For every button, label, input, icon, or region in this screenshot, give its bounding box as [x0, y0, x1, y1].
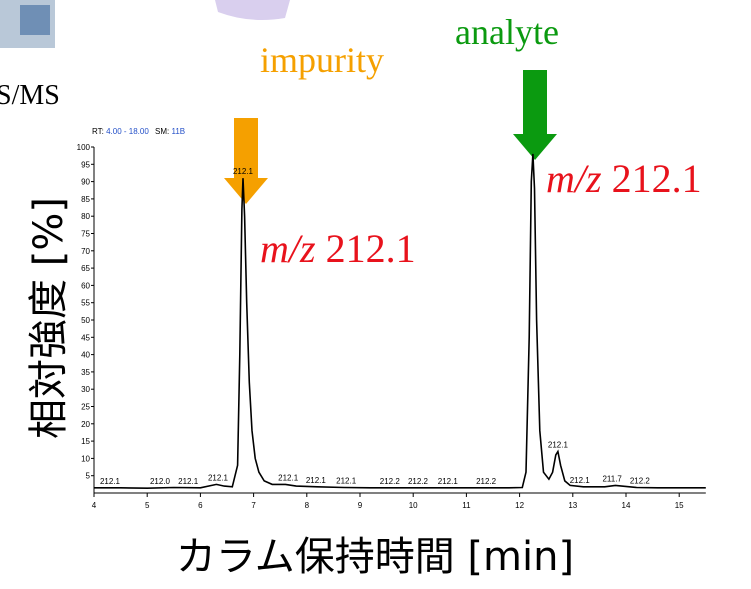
y-tick-label: 60	[81, 281, 90, 290]
instrument-panel	[20, 5, 50, 35]
y-tick-label: 30	[81, 385, 90, 394]
y-tick-label: 15	[81, 437, 90, 446]
y-axis-label: 相対強度 [%]	[26, 197, 72, 439]
y-tick-label: 80	[81, 212, 90, 221]
x-tick-label: 4	[92, 501, 97, 510]
annotation: impurity	[260, 40, 384, 80]
x-tick-label: 9	[358, 501, 363, 510]
peak-label: 212.1	[178, 477, 199, 486]
annotation: m/z 212.1	[260, 226, 416, 271]
x-tick-label: 7	[251, 501, 256, 510]
subtitle-part: 11B	[172, 127, 186, 136]
annotation-italic: m/z	[260, 226, 316, 271]
peak-label: 212.1	[570, 476, 591, 485]
subtitle: RT: 4.00 - 18.00 SM: 11B	[92, 127, 185, 136]
y-tick-label: 25	[81, 403, 90, 412]
x-tick-label: 10	[409, 501, 418, 510]
x-tick-label: 8	[305, 501, 310, 510]
y-tick-label: 65	[81, 264, 90, 273]
annotation-text: impurity	[260, 40, 384, 80]
y-tick-label: 55	[81, 299, 90, 308]
peak-label: 212.2	[630, 476, 651, 485]
y-tick-label: 10	[81, 454, 90, 463]
peak-label: 212.1	[208, 473, 229, 482]
y-tick-label: 70	[81, 247, 90, 256]
subtitle-part: RT:	[92, 127, 104, 136]
x-tick-label: 6	[198, 501, 203, 510]
impurity-arrow-head	[224, 178, 268, 204]
y-tick-label: 90	[81, 178, 90, 187]
x-tick-label: 12	[515, 501, 524, 510]
annotation: m/z 212.1	[546, 156, 702, 201]
annotation-italic: m/z	[546, 156, 602, 201]
y-tick-label: 75	[81, 230, 90, 239]
trace	[94, 154, 706, 488]
x-tick-label: 11	[462, 501, 471, 510]
peak-label: 212.2	[380, 477, 401, 486]
x-tick-label: 15	[675, 501, 684, 510]
y-tick-label: 5	[86, 472, 91, 481]
annotation: analyte	[455, 12, 559, 52]
peak-label: 212.1	[233, 167, 254, 176]
y-tick-label: 50	[81, 316, 90, 325]
y-tick-label: 40	[81, 351, 90, 360]
x-tick-label: 5	[145, 501, 150, 510]
peak-label: 212.0	[150, 477, 171, 486]
y-tick-label: 20	[81, 420, 90, 429]
y-tick-label: 35	[81, 368, 90, 377]
peak-label: 212.1	[278, 473, 299, 482]
decor-shape	[215, 0, 290, 20]
annotation-text: 212.1	[612, 156, 702, 201]
peak-label: 212.1	[438, 477, 459, 486]
corner-text: S/MS	[0, 80, 60, 111]
peak-label: 212.2	[476, 477, 497, 486]
peak-label: 212.1	[548, 440, 569, 449]
peak-label: 212.1	[100, 477, 121, 486]
peak-label: 212.2	[408, 477, 429, 486]
x-tick-label: 14	[622, 501, 631, 510]
y-tick-label: 100	[77, 143, 91, 152]
y-tick-label: 85	[81, 195, 90, 204]
x-tick-label: 13	[568, 501, 577, 510]
x-axis-label: カラム保持時間 [min]	[176, 534, 574, 580]
chart: S/MS RT: 4.00 - 18.00 SM: 11B impurity a…	[0, 0, 751, 589]
annotation-text: analyte	[455, 12, 559, 52]
annotation-text: 212.1	[326, 226, 416, 271]
peak-label: 211.7	[602, 474, 622, 483]
y-tick-label: 45	[81, 333, 90, 342]
subtitle-part: SM:	[155, 127, 169, 136]
y-tick-label: 95	[81, 160, 90, 169]
peak-label: 212.1	[336, 476, 357, 485]
subtitle-part: 4.00 - 18.00	[106, 127, 149, 136]
analyte-arrow	[523, 70, 547, 136]
peak-label: 212.1	[306, 476, 327, 485]
